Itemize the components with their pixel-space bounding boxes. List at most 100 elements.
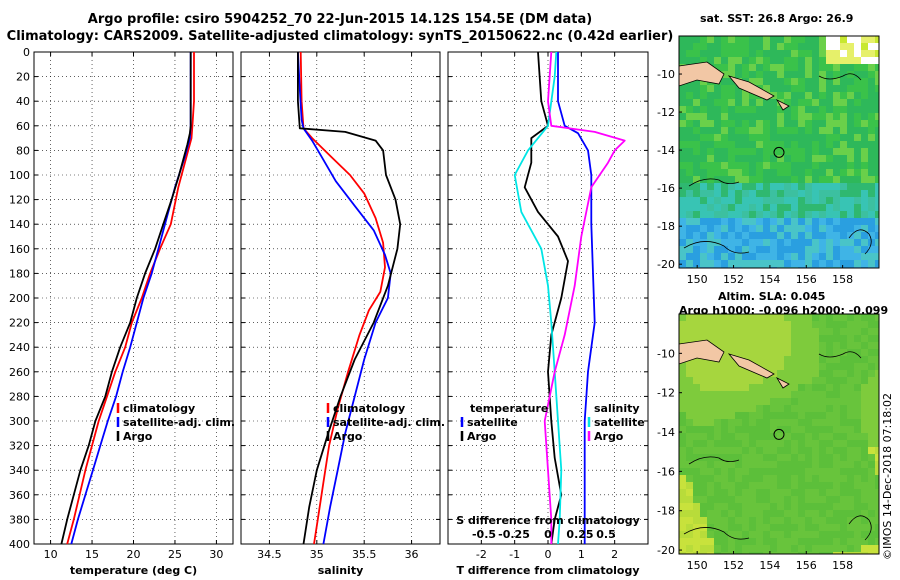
- sla_map-cell: [756, 482, 763, 489]
- sla_map-cell: [679, 517, 686, 524]
- sst_map-cell: [742, 141, 749, 148]
- sst_map-cell: [763, 204, 770, 211]
- sst_map-cell: [826, 183, 833, 190]
- sst_map-cell: [693, 134, 700, 141]
- sla_map-cell: [784, 496, 791, 503]
- sst_map-cell: [847, 218, 854, 225]
- sst_map-x-tick-label: 154: [759, 273, 780, 286]
- sst_map-cell: [784, 50, 791, 57]
- sst_map-cell: [770, 99, 777, 106]
- depth-tick-label: 400: [9, 538, 30, 551]
- differences-xlabel: T difference from climatology: [456, 564, 639, 577]
- sla_map-cell: [777, 349, 784, 356]
- sst_map-cell: [721, 155, 728, 162]
- sst_map-cell: [721, 92, 728, 99]
- sst_map-cell: [791, 239, 798, 246]
- sla_map-cell: [840, 342, 847, 349]
- sst_map-cell: [875, 134, 879, 141]
- sst_map-cell: [819, 246, 826, 253]
- sst_map-cell: [693, 232, 700, 239]
- sla_map-cell: [812, 475, 819, 482]
- sla_map-cell: [847, 468, 854, 475]
- sla_map: 150 152 154 156 158-10-12-14-16-18-20: [657, 313, 880, 572]
- sst_map-cell: [805, 204, 812, 211]
- sla_map-cell: [770, 328, 777, 335]
- sst_map-cell: [833, 183, 840, 190]
- sla_map-cell: [812, 370, 819, 377]
- sla_map-cell: [798, 398, 805, 405]
- sla_map-cell: [686, 482, 693, 489]
- sst_map-cell: [798, 92, 805, 99]
- sst_map-cell: [777, 260, 784, 267]
- sla_map-cell: [861, 426, 868, 433]
- sst_map-cell: [700, 218, 707, 225]
- sst_map-cell: [826, 99, 833, 106]
- sst_map-cell: [679, 260, 686, 267]
- sst_map-cell: [791, 176, 798, 183]
- sst_map-contour: [848, 229, 872, 255]
- sla_map-cell: [805, 433, 812, 440]
- sla_map-cell: [819, 377, 826, 384]
- sst_map-cell: [847, 162, 854, 169]
- sla_map-cell: [700, 419, 707, 426]
- depth-tick-label: 80: [16, 144, 30, 157]
- sla_map-cell: [826, 342, 833, 349]
- sla_map-cell: [812, 454, 819, 461]
- sst_map: 150 152 154 156 158-10-12-14-16-18-20: [657, 35, 880, 286]
- sla_map-cell: [875, 405, 879, 412]
- sst_map-cell: [784, 120, 791, 127]
- sst_map-cell: [693, 141, 700, 148]
- sla_map-cell: [861, 510, 868, 517]
- sla_map-cell: [798, 489, 805, 496]
- sst_map-cell: [854, 232, 861, 239]
- sst_map-cell: [805, 134, 812, 141]
- differences-series-s-argo: [543, 51, 626, 544]
- sla_map-cell: [854, 524, 861, 531]
- sla_map-cell: [861, 356, 868, 363]
- sst_map-cell: [749, 71, 756, 78]
- sla_map-cell: [784, 405, 791, 412]
- sla_map-cell: [735, 545, 742, 552]
- sla_map-cell: [847, 419, 854, 426]
- sla_map-cell: [777, 503, 784, 510]
- sst_map-cell: [833, 246, 840, 253]
- sst_map-cell: [791, 204, 798, 211]
- sla_map-y-tick-label: -16: [657, 465, 675, 478]
- sla-map-title: Altim. SLA: 0.045: [718, 290, 826, 303]
- sst_map-cell: [791, 211, 798, 218]
- sla_map-cell: [679, 524, 686, 531]
- sla_map-cell: [700, 433, 707, 440]
- sst_map-cell: [861, 211, 868, 218]
- sla_map-cell: [728, 447, 735, 454]
- sst_map-cell: [784, 78, 791, 85]
- sst_map-cell: [693, 127, 700, 134]
- sla_map-cell: [742, 440, 749, 447]
- sla_map-cell: [707, 384, 714, 391]
- sla_map-cell: [784, 482, 791, 489]
- sst_map-cell: [847, 134, 854, 141]
- sla_map-cell: [770, 447, 777, 454]
- sst_map-cell: [728, 225, 735, 232]
- sst_map-cell: [700, 148, 707, 155]
- sst_map-cell: [819, 57, 826, 64]
- sla_map-cell: [770, 433, 777, 440]
- sla_map-cell: [693, 433, 700, 440]
- sst_map-cell: [707, 197, 714, 204]
- sla_map-cell: [791, 356, 798, 363]
- sst_map-cell: [847, 64, 854, 71]
- sla_map-cell: [777, 342, 784, 349]
- sst_map-cell: [700, 253, 707, 260]
- sla_map-cell: [875, 552, 879, 554]
- depth-tick-label: 100: [9, 169, 30, 182]
- sst_map-cell: [714, 162, 721, 169]
- sla_map-cell: [693, 454, 700, 461]
- sst_map-cell: [770, 78, 777, 85]
- sst_map-cell: [700, 246, 707, 253]
- sst_map-cell: [805, 106, 812, 113]
- sst_map-cell: [721, 176, 728, 183]
- sst_map-cell: [868, 260, 875, 267]
- sla_map-cell: [854, 475, 861, 482]
- sla_map-cell: [735, 370, 742, 377]
- sst_map-cell: [805, 50, 812, 57]
- sst_map-cell: [756, 99, 763, 106]
